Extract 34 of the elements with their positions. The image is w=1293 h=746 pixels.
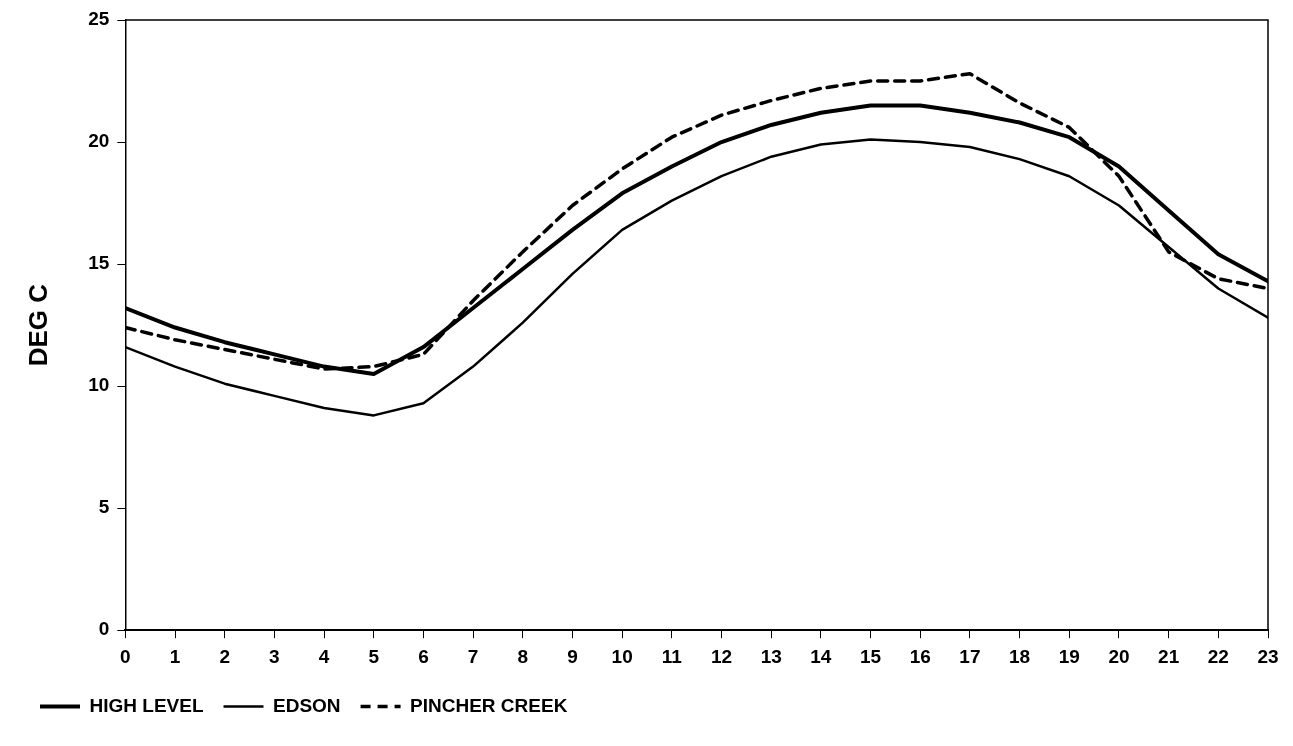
- x-tick-label: 2: [219, 645, 230, 667]
- x-tick-label: 6: [418, 645, 429, 667]
- y-tick-label: 10: [88, 374, 110, 396]
- x-tick-label: 13: [760, 645, 782, 667]
- x-tick-label: 7: [467, 645, 479, 667]
- y-tick-label: 25: [88, 8, 110, 30]
- y-tick-label: 5: [98, 496, 110, 518]
- y-tick-label: 15: [88, 252, 110, 274]
- x-tick-label: 5: [368, 645, 380, 667]
- x-tick-label: 8: [517, 645, 529, 667]
- legend-label: EDSON: [273, 694, 341, 716]
- x-tick-label: 18: [1009, 645, 1031, 667]
- x-tick-label: 23: [1257, 645, 1279, 667]
- x-tick-label: 10: [611, 645, 633, 667]
- x-tick-label: 14: [810, 645, 832, 667]
- x-tick-label: 3: [269, 645, 280, 667]
- x-tick-label: 9: [567, 645, 578, 667]
- x-tick-label: 11: [661, 645, 683, 667]
- x-tick-label: 21: [1158, 645, 1180, 667]
- y-tick-label: 20: [88, 130, 110, 152]
- x-tick-label: 4: [318, 645, 330, 667]
- x-tick-label: 15: [859, 645, 882, 667]
- x-tick-label: 16: [909, 645, 931, 667]
- x-tick-label: 22: [1207, 645, 1229, 667]
- legend-label: PINCHER CREEK: [410, 694, 568, 716]
- x-tick-label: 19: [1058, 645, 1080, 667]
- x-tick-label: 1: [169, 645, 181, 667]
- legend-label: HIGH LEVEL: [89, 694, 204, 716]
- x-tick-label: 17: [959, 645, 981, 667]
- y-tick-label: 0: [98, 618, 110, 640]
- x-tick-label: 12: [710, 645, 733, 667]
- y-axis-title: DEG C: [22, 283, 53, 367]
- x-tick-label: 0: [120, 645, 131, 667]
- x-tick-label: 20: [1108, 645, 1130, 667]
